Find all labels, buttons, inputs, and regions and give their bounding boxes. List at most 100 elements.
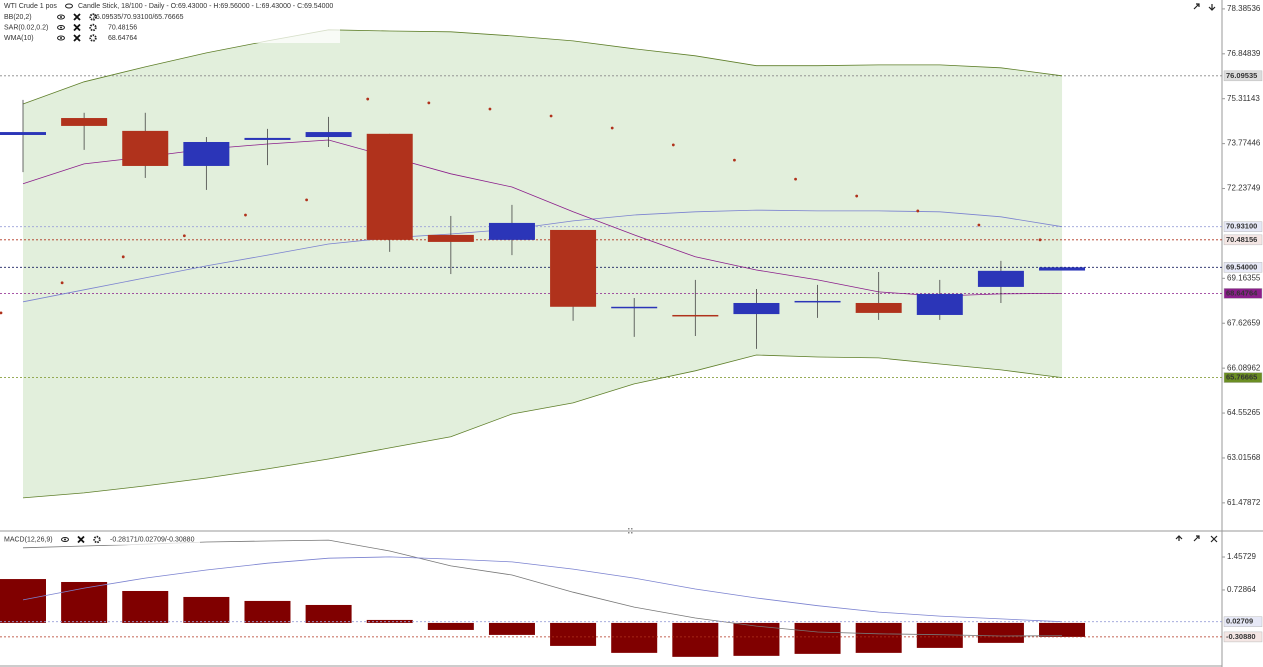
candle: [0, 99, 46, 173]
indicator-name: WMA(10): [4, 35, 34, 42]
candle-body: [794, 300, 841, 303]
gear-icon: [89, 23, 97, 32]
sar-dot: [244, 213, 247, 217]
indicator-name: BB(20,2): [4, 14, 32, 21]
macd-value: -0.28171/0.02709/-0.30880: [110, 536, 195, 543]
last-value-tag: 70.93100: [1226, 222, 1257, 231]
last-value-tag-bg: [1223, 631, 1263, 643]
sar-dot: [0, 311, 3, 315]
y-tick-label: 63.01568: [1227, 453, 1261, 462]
candle-body: [550, 229, 597, 307]
chart-subtitle: Candle Stick, 18/100 - Daily - O:69.4300…: [78, 3, 333, 10]
y-tick-label: 1.45729: [1227, 552, 1256, 561]
gear-icon: [89, 13, 97, 21]
candle-body: [672, 314, 719, 317]
y-tick-label: 66.08962: [1227, 363, 1261, 372]
last-close-tag-bg: [1223, 262, 1263, 273]
candle: [733, 288, 780, 349]
candle-body: [427, 234, 474, 242]
y-tick-label: 72.23749: [1227, 184, 1261, 193]
candle: [488, 204, 535, 256]
sar-dot: [1038, 238, 1042, 242]
indicator-value: 70.48156: [108, 24, 137, 31]
histogram-bar: [794, 622, 841, 654]
sar-dot: [610, 126, 614, 130]
sar-dot: [794, 177, 797, 181]
eye-icon: [65, 3, 73, 9]
sar-dot: [549, 114, 553, 118]
gear-icon: [89, 34, 97, 42]
y-tick-label: 78.38536: [1227, 4, 1261, 13]
sar-dot: [488, 107, 492, 111]
y-tick-label: 64.55265: [1227, 408, 1261, 417]
legend-controls[interactable]: [61, 535, 101, 544]
candle-body: [977, 270, 1024, 287]
indicator-value: 76.09535/70.93100/65.76665: [92, 14, 184, 21]
candle-body: [183, 141, 230, 166]
last-value-tag-bg: [1223, 372, 1263, 383]
candle-body: [916, 293, 963, 315]
histogram-bar: [672, 622, 719, 657]
sar-dot: [182, 234, 186, 238]
sar-dot: [427, 101, 431, 105]
candle-body: [61, 118, 108, 126]
legend-controls[interactable]: [57, 23, 97, 32]
last-value-tag: 76.09535: [1226, 71, 1257, 80]
last-value-tag: -0.30880: [1226, 632, 1256, 641]
sar-dot: [366, 97, 370, 101]
histogram-bar: [855, 622, 902, 653]
last-value-tag: 68.64764: [1226, 288, 1258, 297]
panel-buttons[interactable]: [1175, 3, 1218, 543]
chart-title: WTI Crude 1 pos: [4, 3, 57, 10]
indicator-name: SAR(0.02,0.2): [4, 24, 48, 31]
eye-icon: [61, 537, 69, 542]
eye-icon: [57, 25, 65, 30]
candle: [183, 137, 230, 190]
histogram-bar: [0, 579, 46, 623]
histogram-bar: [977, 622, 1024, 643]
histogram-bar: [611, 622, 658, 653]
candle-body: [855, 302, 902, 313]
sar-dot: [305, 198, 308, 202]
legend-bg: [0, 0, 340, 43]
sar-dot: [733, 158, 736, 162]
band-fill: [23, 29, 1063, 498]
close-icon: [73, 13, 81, 21]
eye-pupil: [60, 37, 62, 39]
last-value-tag: 70.48156: [1226, 235, 1257, 244]
drag-handle[interactable]: [628, 528, 633, 534]
last-value-tag: 65.76665: [1226, 373, 1257, 382]
histogram-bar: [244, 600, 291, 623]
last-value-tag-bg: [1223, 70, 1263, 82]
candle: [855, 272, 902, 320]
y-tick-label: 73.77446: [1227, 139, 1261, 148]
sar-dot: [916, 209, 920, 213]
candle: [611, 298, 658, 337]
bollinger-line: [22, 29, 1063, 105]
y-tick-label: 75.31143: [1227, 94, 1260, 103]
close-icon: [77, 535, 85, 544]
candle-body: [733, 302, 780, 315]
candle: [305, 116, 352, 147]
histogram-bar: [488, 622, 535, 635]
macd-title: MACD(12,26,9): [4, 536, 53, 543]
eye-icon: [57, 14, 65, 20]
histogram-bar: [550, 622, 597, 646]
sar-dot: [977, 223, 981, 227]
candle-body: [244, 137, 291, 140]
sar-dot: [60, 281, 64, 285]
bollinger-line: [22, 354, 1063, 499]
last-value-tag-bg: [1223, 288, 1263, 299]
candle: [977, 260, 1024, 303]
eye-pupil: [60, 26, 62, 29]
y-tick-label: 76.84839: [1227, 49, 1261, 58]
legend-controls[interactable]: [57, 13, 97, 21]
gear-icon: [93, 535, 101, 544]
last-close-tag: 69.54000: [1226, 262, 1257, 271]
last-value-tag: 0.02709: [1226, 617, 1253, 626]
candle: [550, 229, 597, 321]
legend-controls[interactable]: [57, 34, 97, 42]
indicator-value: 68.64764: [108, 35, 137, 42]
